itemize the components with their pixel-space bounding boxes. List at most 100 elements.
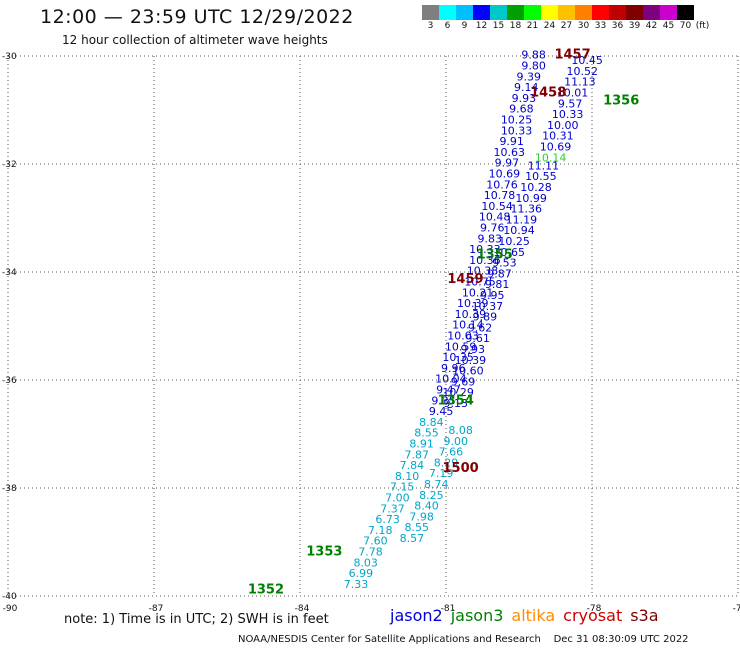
swh-value-label: 10.52 [567, 65, 599, 78]
scale-swatch [524, 5, 541, 20]
swh-value-label: 9.47 [436, 384, 461, 397]
x-tick-label: -81 [441, 604, 456, 614]
swh-value-label: 9.53 [492, 257, 517, 270]
swh-value-label: 9.97 [495, 157, 520, 170]
pass-time-label: 1459 [447, 272, 483, 287]
scale-label: 18 [509, 21, 522, 31]
swh-value-label: 9.81 [485, 278, 510, 291]
swh-value-label: 7.87 [405, 448, 430, 461]
swh-value-label: 9.89 [473, 311, 498, 324]
swh-value-label: 6.99 [349, 567, 374, 580]
swh-value-label: 8.29 [434, 456, 459, 469]
swh-value-label: 10.14 [535, 151, 567, 164]
swh-value-label: 10.54 [481, 200, 513, 213]
scale-label: 42 [645, 21, 658, 31]
scale-swatch [626, 5, 643, 20]
swh-value-label: 11.36 [511, 203, 543, 216]
swh-value-label: 10.55 [525, 170, 557, 183]
swh-value-label: 10.94 [503, 224, 535, 237]
legend-item: altika [511, 606, 556, 625]
scale-label: 9 [461, 21, 468, 31]
swh-value-label: 8.25 [419, 489, 444, 502]
swh-value-label: 8.57 [400, 532, 425, 545]
swh-value-label: 10.78 [484, 189, 516, 202]
swh-value-label: 8.55 [405, 521, 430, 534]
swh-value-label: 9.14 [514, 81, 539, 94]
swh-value-label: 9.83 [478, 232, 503, 245]
scale-swatch [592, 5, 609, 20]
y-tick-label: -30 [2, 52, 17, 62]
swh-value-label: 7.33 [344, 578, 369, 591]
swh-value-label: 10.29 [442, 386, 474, 399]
swh-value-label: 9.95 [480, 289, 505, 302]
swh-value-label: 10.59 [445, 340, 477, 353]
swh-value-label: 9.68 [509, 103, 534, 116]
swh-value-label: 9.80 [521, 60, 546, 73]
swh-value-label: 10.99 [515, 192, 547, 205]
swh-value-label: 10.33 [501, 124, 533, 137]
swh-value-label: 10.45 [571, 54, 603, 67]
y-tick-label: -38 [2, 484, 17, 494]
color-scale-labels: 3 6 9 12 15 18 21 24 27 30 33 36 39 42 45 70 (ft) [422, 21, 711, 31]
swh-value-label: 7.00 [385, 492, 410, 505]
legend-item: jason3 [450, 606, 504, 625]
color-scale-bar [422, 5, 694, 20]
swh-value-label: 6.73 [375, 513, 400, 526]
scale-label: 45 [662, 21, 675, 31]
scale-label: 39 [628, 21, 641, 31]
swh-value-label: 7.18 [368, 524, 393, 537]
swh-value-label: 8.40 [414, 500, 439, 513]
swh-value-label: 10.69 [540, 141, 572, 154]
pass-time-label: 1458 [530, 86, 566, 101]
scale-swatch [558, 5, 575, 20]
scale-swatch [456, 5, 473, 20]
y-tick-label: -32 [2, 160, 17, 170]
swh-value-label: 10.37 [472, 300, 504, 313]
swh-value-label: 10.31 [542, 130, 574, 143]
scale-swatch [422, 5, 439, 20]
scale-label: (ft) [695, 21, 710, 31]
swh-value-label: 9.00 [443, 435, 468, 448]
swh-value-label: 10.75 [464, 276, 496, 289]
swh-value-label: 10.01 [557, 87, 589, 100]
x-tick-label: -78 [587, 604, 602, 614]
footnote: note: 1) Time is in UTC; 2) SWH is in fe… [64, 612, 329, 627]
swh-value-label: 10.39 [455, 354, 487, 367]
swh-value-label: 8.10 [395, 470, 420, 483]
swh-value-label: 7.78 [358, 546, 383, 559]
swh-value-label: 10.28 [520, 181, 552, 194]
swh-value-label: 10.60 [452, 365, 484, 378]
swh-value-label: 10.04 [435, 373, 467, 386]
swh-value-label: 10.76 [486, 178, 518, 191]
scale-label: 27 [560, 21, 573, 31]
swh-value-label: 8.91 [409, 438, 434, 451]
y-tick-label: -36 [2, 376, 17, 386]
swh-value-label: 9.96 [441, 362, 466, 375]
legend-item: jason2 [390, 606, 443, 625]
swh-value-label: 10.03 [447, 330, 479, 343]
swh-value-label: 9.39 [516, 70, 541, 83]
swh-value-label: 10.21 [462, 286, 494, 299]
swh-value-label: 10.39 [455, 308, 487, 321]
scale-label: 15 [492, 21, 505, 31]
swh-value-label: 8.74 [424, 478, 449, 491]
scale-swatch [490, 5, 507, 20]
swh-value-label: 10.25 [498, 235, 530, 248]
swh-value-label: 9.76 [480, 222, 505, 235]
y-tick-label: -34 [2, 268, 17, 278]
scale-swatch [609, 5, 626, 20]
swh-value-label: 10.00 [547, 119, 579, 132]
legend-item: cryosat [563, 606, 623, 625]
chart-title: 12:00 — 23:59 UTC 12/29/2022 [40, 6, 354, 28]
swh-value-label: 7.60 [363, 535, 388, 548]
swh-value-label: 9.69 [451, 375, 476, 388]
swh-value-label: 8.55 [414, 427, 439, 440]
pass-time-label: 1355 [477, 248, 513, 263]
swh-value-label: 9.57 [558, 97, 583, 110]
pass-time-label: 1353 [306, 545, 342, 560]
swh-value-label: 9.62 [468, 321, 493, 334]
swh-value-label: 7.37 [380, 502, 405, 515]
swh-value-label: 10.14 [452, 319, 484, 332]
swh-value-label: 7.98 [409, 510, 434, 523]
